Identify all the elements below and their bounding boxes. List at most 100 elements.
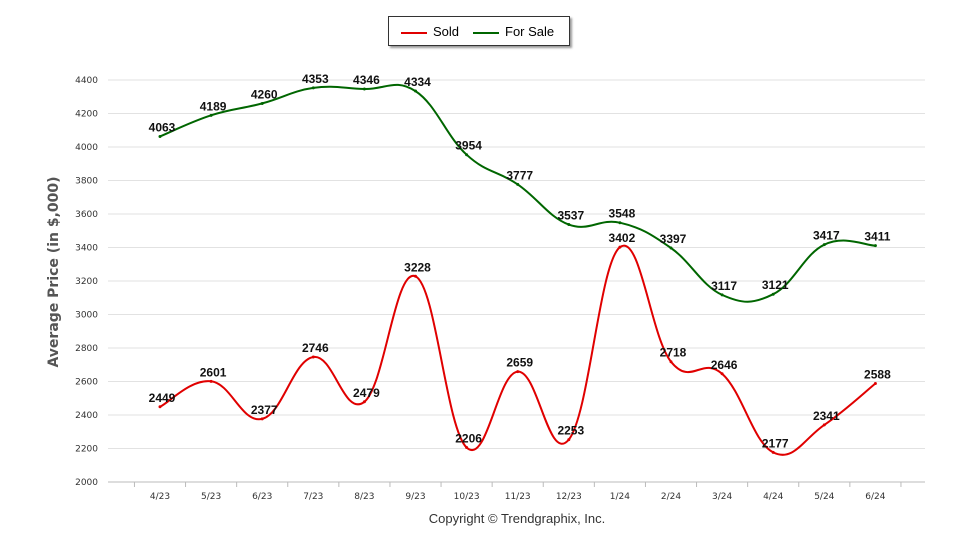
data-label-sold: 2341 [813, 409, 840, 423]
legend-swatch-for-sale [473, 31, 499, 34]
data-point-sold [311, 355, 315, 359]
x-tick-label: 9/23 [405, 492, 425, 502]
x-tick-label: 6/23 [252, 492, 272, 502]
data-label-sold: 3402 [609, 231, 636, 245]
data-label-sold: 2646 [711, 358, 738, 372]
data-label-for-sale: 3777 [506, 168, 533, 182]
legend-item-sold[interactable]: Sold [401, 24, 459, 39]
data-point-sold [669, 360, 673, 364]
data-point-sold [516, 370, 520, 374]
x-tick-label: 8/23 [354, 492, 374, 502]
x-axis-ticks: 4/23 5/23 6/23 7/23 8/23 9/23 10/23 11/23 12/23 1… [133, 482, 902, 502]
y-axis-label: Average Price (in $,000) [46, 176, 62, 368]
data-point-for-sale [873, 244, 877, 248]
x-tick-label: 4/23 [150, 492, 170, 502]
legend-label-for-sale: For Sale [505, 24, 555, 39]
data-label-for-sale: 3954 [455, 139, 482, 153]
series-line-for-sale [159, 83, 876, 303]
data-point-for-sale [771, 292, 775, 296]
legend: Sold For Sale [388, 16, 570, 46]
data-label-for-sale: 4334 [404, 75, 431, 89]
y-tick-label: 3800 [75, 177, 98, 187]
x-tick-label: 1/24 [610, 492, 630, 502]
data-point-sold [618, 245, 622, 249]
data-labels: 2449 2601 2377 2746 2479 3228 2206 2659 2253 3402… [149, 72, 891, 450]
data-point-sold [209, 379, 213, 383]
data-point-for-sale [362, 87, 366, 91]
y-tick-label: 3200 [75, 277, 98, 287]
gridlines [108, 79, 925, 483]
data-label-for-sale: 3117 [711, 279, 737, 293]
data-point-for-sale [720, 293, 724, 297]
x-tick-label: 4/24 [763, 492, 783, 502]
data-point-sold [414, 274, 417, 278]
data-point-sold [720, 372, 724, 376]
data-label-for-sale: 3411 [864, 230, 890, 244]
data-label-sold: 3228 [404, 260, 431, 274]
x-tick-label: 5/23 [201, 492, 221, 502]
data-point-for-sale [158, 134, 162, 138]
data-label-for-sale: 4260 [251, 87, 278, 101]
data-label-sold: 2206 [455, 431, 482, 445]
data-label-sold: 2601 [200, 365, 227, 379]
x-tick-label: 3/24 [712, 492, 732, 502]
data-point-for-sale [669, 246, 673, 250]
y-tick-label: 2200 [75, 445, 98, 455]
data-point-sold [465, 445, 469, 449]
legend-item-for-sale[interactable]: For Sale [473, 24, 554, 39]
y-tick-label: 2800 [75, 344, 98, 354]
legend-label-sold: Sold [433, 24, 460, 39]
x-tick-label: 5/24 [814, 492, 834, 502]
data-label-for-sale: 3548 [609, 207, 636, 221]
y-tick-label: 3600 [75, 210, 98, 220]
y-tick-label: 4000 [75, 143, 98, 153]
y-axis-ticks: 2000 2200 2400 2600 2800 3000 3200 3400 3600 3800… [75, 76, 98, 488]
x-tick-label: 11/23 [505, 492, 531, 502]
x-tick-label: 10/23 [454, 492, 480, 502]
data-label-sold: 2746 [302, 341, 329, 355]
data-label-for-sale: 4063 [149, 120, 176, 134]
data-point-sold [260, 417, 264, 421]
data-point-for-sale [260, 101, 264, 105]
data-label-sold: 2588 [864, 368, 891, 382]
legend-swatch-sold [401, 31, 427, 34]
data-label-sold: 2177 [762, 436, 789, 450]
data-label-for-sale: 4346 [353, 73, 380, 87]
data-point-for-sale [209, 113, 213, 117]
data-label-for-sale: 3417 [813, 229, 840, 243]
data-label-sold: 2659 [506, 356, 533, 370]
data-label-for-sale: 3397 [660, 232, 687, 246]
data-point-sold [362, 400, 366, 404]
data-label-sold: 2718 [660, 346, 687, 360]
y-tick-label: 4400 [75, 76, 98, 86]
data-label-for-sale: 3121 [762, 278, 789, 292]
data-label-for-sale: 3537 [557, 209, 584, 223]
data-point-for-sale [414, 89, 417, 93]
series-line-sold [159, 244, 877, 456]
data-point-for-sale [567, 223, 571, 227]
y-tick-label: 2400 [75, 411, 98, 421]
x-tick-label: 7/23 [303, 492, 323, 502]
data-point-sold [158, 405, 162, 409]
y-tick-label: 3000 [75, 311, 98, 321]
y-tick-label: 4200 [75, 110, 98, 120]
data-label-sold: 2377 [251, 403, 278, 417]
copyright-text: Copyright © Trendgraphix, Inc. [428, 511, 606, 526]
data-label-for-sale: 4353 [302, 72, 329, 86]
data-label-sold: 2449 [149, 391, 176, 405]
y-tick-label: 2000 [75, 478, 98, 488]
data-label-sold: 2253 [557, 424, 584, 438]
series-lines [158, 83, 877, 456]
data-point-sold [873, 382, 877, 386]
y-tick-label: 2600 [75, 378, 98, 388]
data-label-sold: 2479 [353, 386, 380, 400]
x-tick-label: 2/24 [661, 492, 681, 502]
data-point-for-sale [465, 153, 469, 157]
data-point-sold [771, 450, 775, 454]
data-point-sold [567, 438, 571, 442]
data-point-for-sale [822, 243, 826, 247]
x-tick-label: 6/24 [865, 492, 885, 502]
data-point-for-sale [516, 182, 520, 186]
data-point-for-sale [311, 86, 315, 90]
